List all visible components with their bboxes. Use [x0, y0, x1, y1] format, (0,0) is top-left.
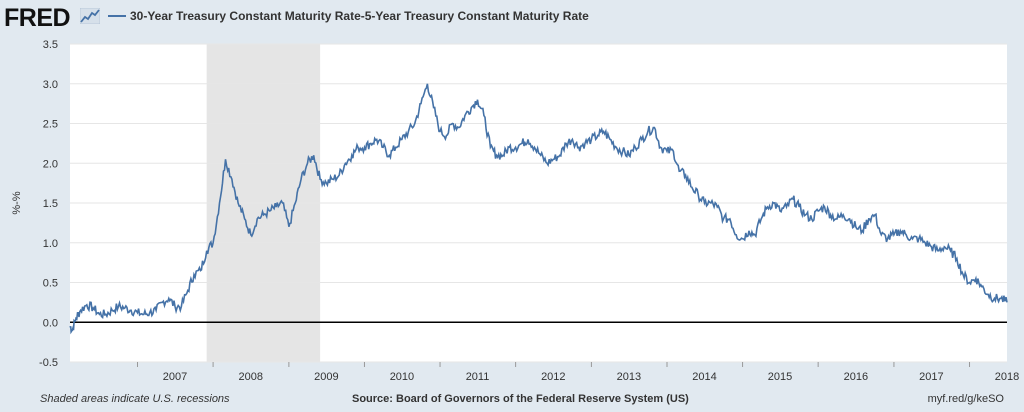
- y-tick-label: 2.0: [43, 158, 58, 170]
- x-tick-label: 2010: [390, 371, 414, 383]
- legend-label[interactable]: 30-Year Treasury Constant Maturity Rate-…: [130, 9, 589, 23]
- x-tick-label: 2009: [314, 371, 338, 383]
- recession-note: Shaded areas indicate U.S. recessions: [40, 393, 230, 405]
- y-tick-label: 1.5: [43, 198, 58, 210]
- y-tick-label: 1.0: [43, 238, 58, 250]
- y-tick-label: 3.5: [43, 39, 58, 51]
- x-tick-label: 2018: [995, 371, 1019, 383]
- y-axis-label: %-%: [11, 191, 23, 214]
- chart-legend: 30-Year Treasury Constant Maturity Rate-…: [108, 9, 589, 23]
- x-tick-label: 2017: [919, 371, 943, 383]
- x-tick-label: 2007: [163, 371, 187, 383]
- source-note: Source: Board of Governors of the Federa…: [352, 393, 689, 405]
- x-tick-label: 2011: [466, 371, 490, 383]
- y-tick-label: 2.5: [43, 119, 58, 131]
- y-tick-labels: -0.5 0.0 0.5 1.0 1.5 2.0 2.5 3.0 3.5: [39, 39, 58, 369]
- y-tick-label: 0.5: [43, 278, 58, 290]
- series-line[interactable]: [69, 83, 1008, 335]
- short-url[interactable]: myf.red/g/keSO: [927, 393, 1004, 405]
- y-tick-label: 0.0: [43, 317, 58, 329]
- legend-swatch: [108, 15, 126, 17]
- y-tick-label: 3.0: [43, 79, 58, 91]
- line-chart-icon: [80, 8, 100, 24]
- chart-header: FRED 30-Year Treasury Constant Maturity …: [0, 0, 1024, 34]
- y-tick-label: -0.5: [39, 357, 58, 369]
- x-tick-labels: 2007 2008 2009 2010 2011 2012 2013 2014 2015 2016…: [137, 362, 1019, 383]
- x-tick-label: 2013: [617, 371, 641, 383]
- x-tick-label: 2014: [692, 371, 716, 383]
- x-tick-label: 2008: [239, 371, 263, 383]
- x-tick-label: 2015: [768, 371, 792, 383]
- x-tick-label: 2016: [844, 371, 868, 383]
- fred-logo[interactable]: FRED: [4, 4, 71, 32]
- x-tick-label: 2012: [541, 371, 565, 383]
